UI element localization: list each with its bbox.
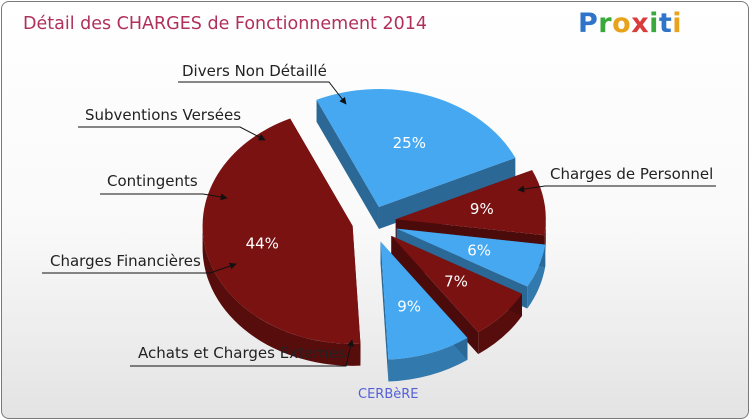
- pie-slice: [395, 170, 546, 236]
- slice-percent-label: 25%: [393, 134, 426, 152]
- pie-slice-wall: [202, 225, 361, 366]
- slice-category-label: Subventions Versées: [85, 106, 241, 124]
- leader-line: [78, 126, 266, 141]
- pie-slice: [202, 118, 361, 344]
- slice-percent-label: 9%: [397, 297, 421, 315]
- slice-category-label: Charges de Personnel: [550, 165, 713, 183]
- pie-slice-wall: [527, 244, 546, 309]
- pie-slice-edge: [378, 157, 516, 230]
- pie-slice-edge: [391, 235, 479, 355]
- pie-slice-edge: [380, 241, 389, 382]
- leader-line: [130, 339, 354, 367]
- slice-category-label: Achats et Charges Externes: [138, 344, 346, 362]
- slice-percent-label: 9%: [470, 200, 494, 218]
- slice-percent-label: 6%: [467, 241, 491, 259]
- slice-category-label: Divers Non Détaillé: [182, 62, 327, 80]
- pie-tops: 44% 25% 9% 6% 7% 9%: [202, 89, 546, 360]
- leader-line: [517, 185, 716, 193]
- slice-category-label: Charges Financières: [50, 252, 201, 270]
- commune-label: CERBèRE: [358, 387, 419, 402]
- pie-slice: [380, 241, 468, 360]
- pie-slice: [391, 235, 523, 333]
- chart-title: Détail des CHARGES de Fonctionnement 201…: [23, 14, 428, 34]
- pie-slice-wall: [388, 337, 468, 382]
- leader-line: [42, 262, 237, 274]
- slice-category-label: Contingents: [107, 172, 198, 190]
- leader-line: [178, 81, 347, 105]
- pie-slice-edge: [316, 99, 379, 230]
- proxiti-logo[interactable]: Proxiti: [578, 8, 683, 39]
- pie-slice: [396, 228, 546, 287]
- slice-percent-label: 44%: [246, 234, 279, 252]
- pie-slice: [316, 89, 516, 208]
- slice-percent-label: 7%: [444, 273, 468, 291]
- leader-line: [100, 193, 228, 201]
- slice-labels: Charges de Personnel Achats et Charges Ex…: [42, 62, 716, 367]
